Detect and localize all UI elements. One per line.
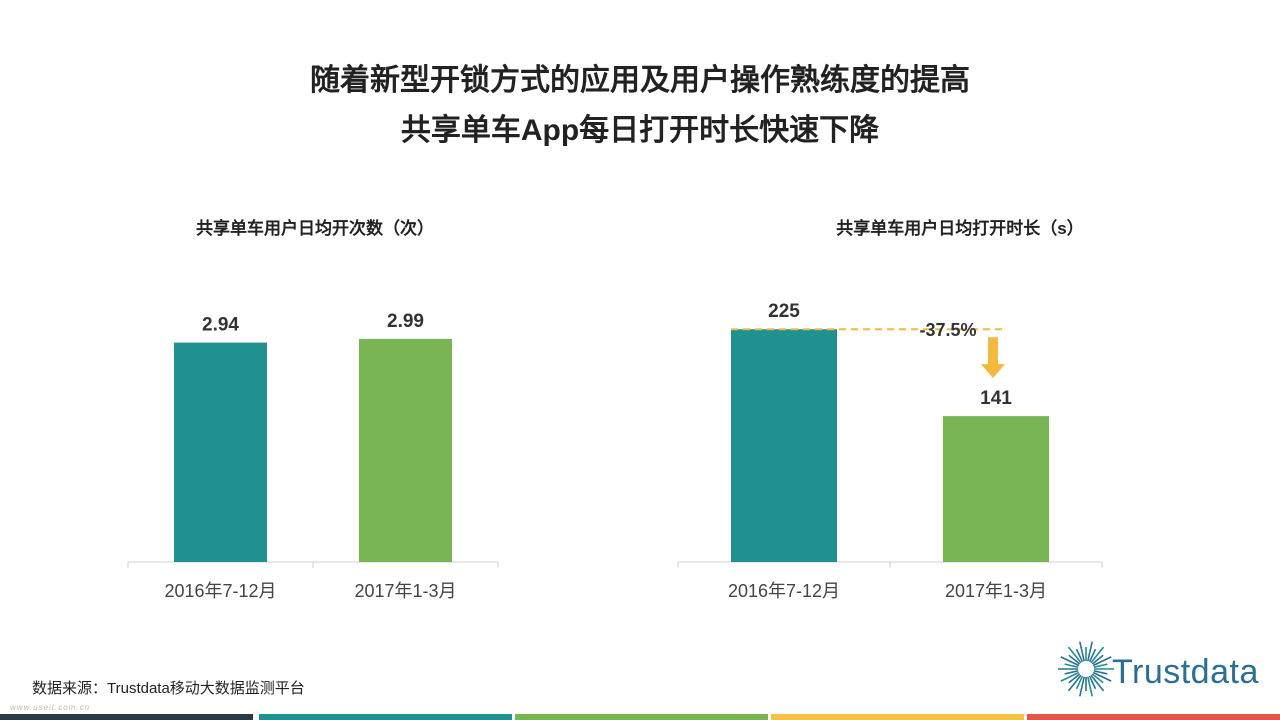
bar-value-label: 2.99	[387, 311, 424, 332]
chart2-title: 共享单车用户日均打开时长（s）	[836, 219, 1084, 238]
down-arrow-icon	[981, 337, 1005, 379]
footer-segment	[259, 714, 512, 720]
footer-segment	[771, 714, 1024, 720]
x-tick-label: 2017年1-3月	[945, 581, 1047, 601]
x-tick-label: 2016年7-12月	[164, 581, 276, 601]
x-tick-label: 2017年1-3月	[354, 581, 456, 601]
bar-1	[731, 329, 837, 562]
bar-value-label: 141	[980, 388, 1012, 409]
bar-2	[943, 416, 1049, 562]
footer-segment	[515, 714, 768, 720]
main-title-line1: 随着新型开锁方式的应用及用户操作熟练度的提高	[310, 64, 970, 97]
watermark: www.useit.com.cn	[10, 703, 91, 712]
bar-value-label: 2.94	[202, 315, 239, 336]
main-title-line2: 共享单车App每日打开时长快速下降	[400, 114, 880, 147]
data-source-note: 数据来源：Trustdata移动大数据监测平台	[32, 680, 305, 697]
percent-change-label: -37.5%	[919, 320, 976, 340]
chart1-title: 共享单车用户日均开次数（次）	[196, 219, 434, 238]
trustdata-logo-icon	[1058, 641, 1114, 697]
bar-value-label: 225	[768, 301, 800, 322]
bar-2	[359, 338, 452, 562]
footer-segment	[0, 714, 253, 720]
trustdata-logo-text: Trustdata	[1112, 653, 1259, 691]
bar-1	[174, 342, 267, 562]
footer-segment	[1027, 714, 1280, 720]
x-tick-label: 2016年7-12月	[728, 581, 840, 601]
